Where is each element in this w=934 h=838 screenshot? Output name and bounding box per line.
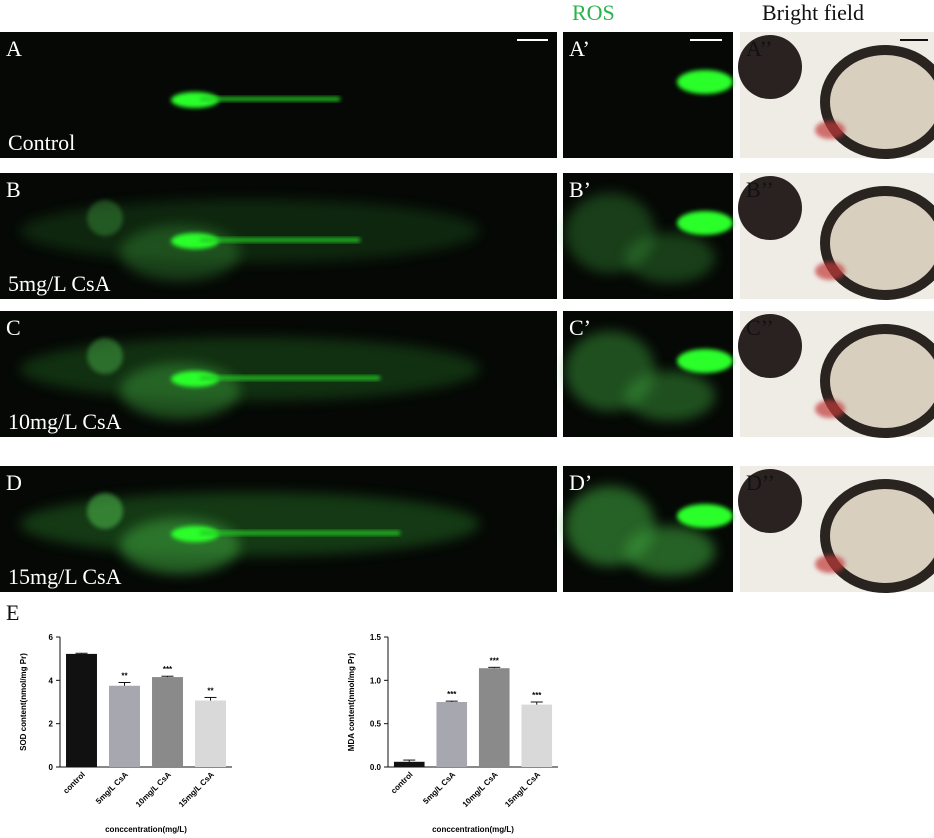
x-tick-label: 15mg/L CsA: [503, 770, 542, 809]
bar: [152, 677, 183, 767]
ros-signal: [171, 371, 219, 387]
fish-body: [20, 337, 480, 401]
y-tick-label: 0: [49, 763, 54, 772]
x-tick-label: control: [389, 770, 415, 796]
fish-eye: [738, 314, 802, 378]
blood: [815, 262, 845, 280]
y-tick-label: 2: [49, 720, 54, 729]
condition-label: Control: [8, 130, 75, 155]
x-tick-label: 10mg/L CsA: [461, 770, 500, 809]
x-axis-title: conccentration(mg/L): [432, 825, 514, 834]
fish-yolk: [120, 363, 240, 419]
fluorescence-image: [0, 32, 557, 158]
x-tick-label: 10mg/L CsA: [134, 770, 173, 809]
fish-eye: [738, 35, 802, 99]
ros-signal: [677, 211, 733, 235]
fish-eye: [87, 200, 123, 236]
fish-yolk: [625, 233, 715, 283]
bar: [195, 700, 226, 767]
ros-signal: [677, 504, 733, 528]
fish-yolk: [625, 371, 715, 421]
fish-body: [20, 492, 480, 556]
panel-label: D’: [569, 470, 592, 495]
y-axis-title: SOD content(nmol/mg Pr): [19, 653, 28, 751]
ros-signal: [200, 238, 360, 242]
ros-signal: [677, 349, 733, 373]
panel-label: A: [6, 36, 22, 61]
condition-label: 15mg/L CsA: [8, 564, 122, 589]
condition-label: 10mg/L CsA: [8, 409, 122, 434]
bar: [521, 704, 553, 767]
bar: [478, 668, 510, 767]
significance-label: ***: [490, 656, 500, 665]
bar: [393, 761, 425, 767]
bar: [436, 702, 468, 767]
significance-label: ***: [532, 691, 542, 700]
significance-label: ***: [163, 665, 173, 674]
panel-label: E: [6, 600, 19, 625]
panel-label: C’’: [746, 315, 774, 340]
fish-yolk: [120, 225, 240, 281]
x-axis-title: conccentration(mg/L): [105, 825, 187, 834]
fish-eye: [738, 469, 802, 533]
ros-signal: [171, 526, 219, 542]
fish-yolk: [820, 45, 934, 159]
fish-yolk: [820, 186, 934, 300]
blood: [815, 555, 845, 573]
ros-signal: [200, 376, 380, 380]
panel-label: C’: [569, 315, 591, 340]
panel-label: A’: [569, 36, 590, 61]
fish-eye: [87, 338, 123, 374]
x-tick-label: control: [61, 770, 87, 796]
fish-yolk: [820, 324, 934, 438]
significance-label: **: [207, 686, 214, 695]
ros-signal: [200, 531, 400, 535]
y-tick-label: 1.5: [370, 633, 382, 642]
x-tick-label: 5mg/L CsA: [94, 770, 130, 806]
y-tick-label: 0.0: [370, 763, 382, 772]
y-tick-label: 4: [49, 676, 54, 685]
blood: [815, 400, 845, 418]
ros-signal: [171, 92, 219, 108]
bright-field-header: Bright field: [762, 0, 864, 25]
fish-body: [20, 199, 480, 263]
fish-eye: [87, 493, 123, 529]
panel-label: B: [6, 177, 21, 202]
ros-signal: [200, 97, 340, 101]
bar: [66, 653, 97, 767]
panel-label: D’’: [746, 470, 775, 495]
fish-yolk: [820, 479, 934, 593]
bar: [109, 685, 140, 767]
fish-eye: [738, 176, 802, 240]
blood: [815, 121, 845, 139]
fish-yolk: [625, 526, 715, 576]
y-tick-label: 6: [49, 633, 54, 642]
ros-signal: [171, 233, 219, 249]
fluorescence-image: [563, 32, 733, 158]
panel-label: B’: [569, 177, 591, 202]
significance-label: **: [121, 672, 128, 681]
y-tick-label: 0.5: [370, 720, 382, 729]
panel-label: C: [6, 315, 21, 340]
fish-yolk: [120, 518, 240, 574]
condition-label: 5mg/L CsA: [8, 271, 111, 296]
y-tick-label: 1.0: [370, 676, 382, 685]
panel-label: D: [6, 470, 22, 495]
ros-header: ROS: [572, 0, 615, 25]
x-tick-label: 15mg/L CsA: [177, 770, 216, 809]
panel-label: B’’: [746, 177, 774, 202]
ros-signal: [677, 70, 733, 94]
y-axis-title: MDA content(nmol/mg Pr): [347, 652, 356, 751]
x-tick-label: 5mg/L CsA: [421, 770, 457, 806]
panel-label: A’’: [746, 36, 772, 61]
significance-label: ***: [447, 690, 457, 699]
